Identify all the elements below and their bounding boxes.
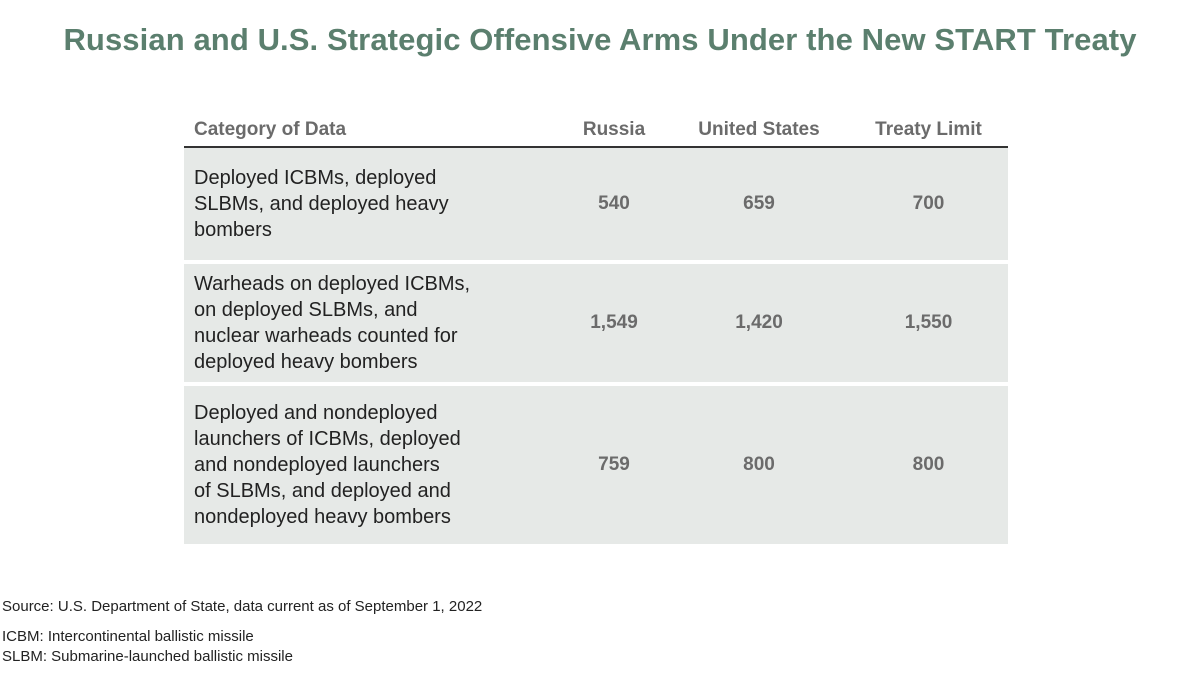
table-row: Deployed and nondeployed launchers of IC… bbox=[184, 386, 1008, 544]
slbm-definition: SLBM: Submarine-launched ballistic missi… bbox=[2, 648, 293, 665]
row-category-cell: Warheads on deployed ICBMs, on deployed … bbox=[184, 259, 559, 387]
category-line: on deployed SLBMs, and bbox=[194, 299, 418, 321]
row-category-cell: Deployed ICBMs, deployed SLBMs, and depl… bbox=[184, 153, 559, 255]
category-line: SLBMs, and deployed heavy bbox=[194, 193, 449, 215]
header-russia: Russia bbox=[582, 119, 646, 140]
row-category-cell: Deployed and nondeployed launchers of IC… bbox=[184, 388, 559, 542]
source-note: Source: U.S. Department of State, data c… bbox=[2, 598, 483, 615]
table-header-row: Category of Data Russia United States Tr… bbox=[184, 114, 1008, 148]
category-line: bombers bbox=[194, 219, 272, 241]
header-treaty-limit: Treaty Limit bbox=[875, 119, 982, 140]
russia-value: 759 bbox=[598, 454, 630, 475]
category-line: Warheads on deployed ICBMs, bbox=[194, 273, 471, 295]
united-states-value: 659 bbox=[743, 193, 775, 214]
united-states-value: 800 bbox=[743, 454, 775, 475]
russia-value: 540 bbox=[598, 193, 630, 214]
united-states-value: 1,420 bbox=[735, 312, 783, 333]
page-title: Russian and U.S. Strategic Offensive Arm… bbox=[63, 22, 1137, 57]
table-row: Deployed ICBMs, deployed SLBMs, and depl… bbox=[184, 148, 1008, 260]
category-line: deployed heavy bombers bbox=[194, 351, 418, 373]
header-category: Category of Data bbox=[194, 119, 347, 140]
data-table: Category of Data Russia United States Tr… bbox=[184, 114, 1008, 544]
treaty-limit-value: 800 bbox=[912, 454, 945, 475]
category-line: launchers of ICBMs, deployed bbox=[194, 428, 461, 450]
category-line: Deployed ICBMs, deployed bbox=[194, 167, 437, 189]
header-united-states: United States bbox=[698, 119, 820, 140]
category-line: nondeployed heavy bombers bbox=[194, 506, 451, 528]
category-line: Deployed and nondeployed bbox=[194, 402, 438, 424]
category-line: nuclear warheads counted for bbox=[194, 325, 458, 347]
icbm-definition: ICBM: Intercontinental ballistic missile bbox=[2, 628, 254, 645]
category-line: of SLBMs, and deployed and bbox=[194, 480, 451, 502]
category-line: and nondeployed launchers bbox=[194, 454, 440, 476]
treaty-limit-value: 700 bbox=[912, 193, 945, 214]
russia-value: 1,549 bbox=[590, 312, 638, 333]
treaty-limit-value: 1,550 bbox=[904, 312, 953, 333]
table-row: Warheads on deployed ICBMs, on deployed … bbox=[184, 264, 1008, 382]
